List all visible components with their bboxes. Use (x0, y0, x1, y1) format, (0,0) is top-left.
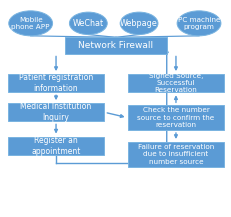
Text: PC machine
program: PC machine program (177, 17, 219, 30)
Ellipse shape (120, 12, 157, 35)
Ellipse shape (9, 11, 52, 36)
Text: Check the number
source to confirm the
reservation: Check the number source to confirm the r… (137, 107, 214, 128)
Text: Register an
appointment: Register an appointment (31, 136, 80, 156)
FancyBboxPatch shape (127, 74, 223, 92)
FancyBboxPatch shape (65, 37, 166, 54)
Text: Failure of reservation
due to insufficient
number source: Failure of reservation due to insufficie… (137, 144, 213, 164)
FancyBboxPatch shape (8, 74, 104, 92)
FancyBboxPatch shape (8, 136, 104, 155)
Text: Patient registration
information: Patient registration information (19, 73, 93, 93)
Text: Medical Institution
Inquiry: Medical Institution Inquiry (20, 102, 91, 122)
Text: Mobile
phone APP: Mobile phone APP (11, 17, 50, 30)
FancyBboxPatch shape (8, 103, 104, 122)
Text: Webpage: Webpage (120, 19, 157, 28)
Ellipse shape (176, 11, 220, 36)
FancyBboxPatch shape (127, 142, 223, 167)
Text: Network Firewall: Network Firewall (78, 41, 153, 50)
FancyBboxPatch shape (127, 105, 223, 130)
Text: WeChat: WeChat (73, 19, 103, 28)
Text: Signed Source,
Successful
Reservation: Signed Source, Successful Reservation (148, 73, 202, 93)
Ellipse shape (69, 12, 107, 35)
